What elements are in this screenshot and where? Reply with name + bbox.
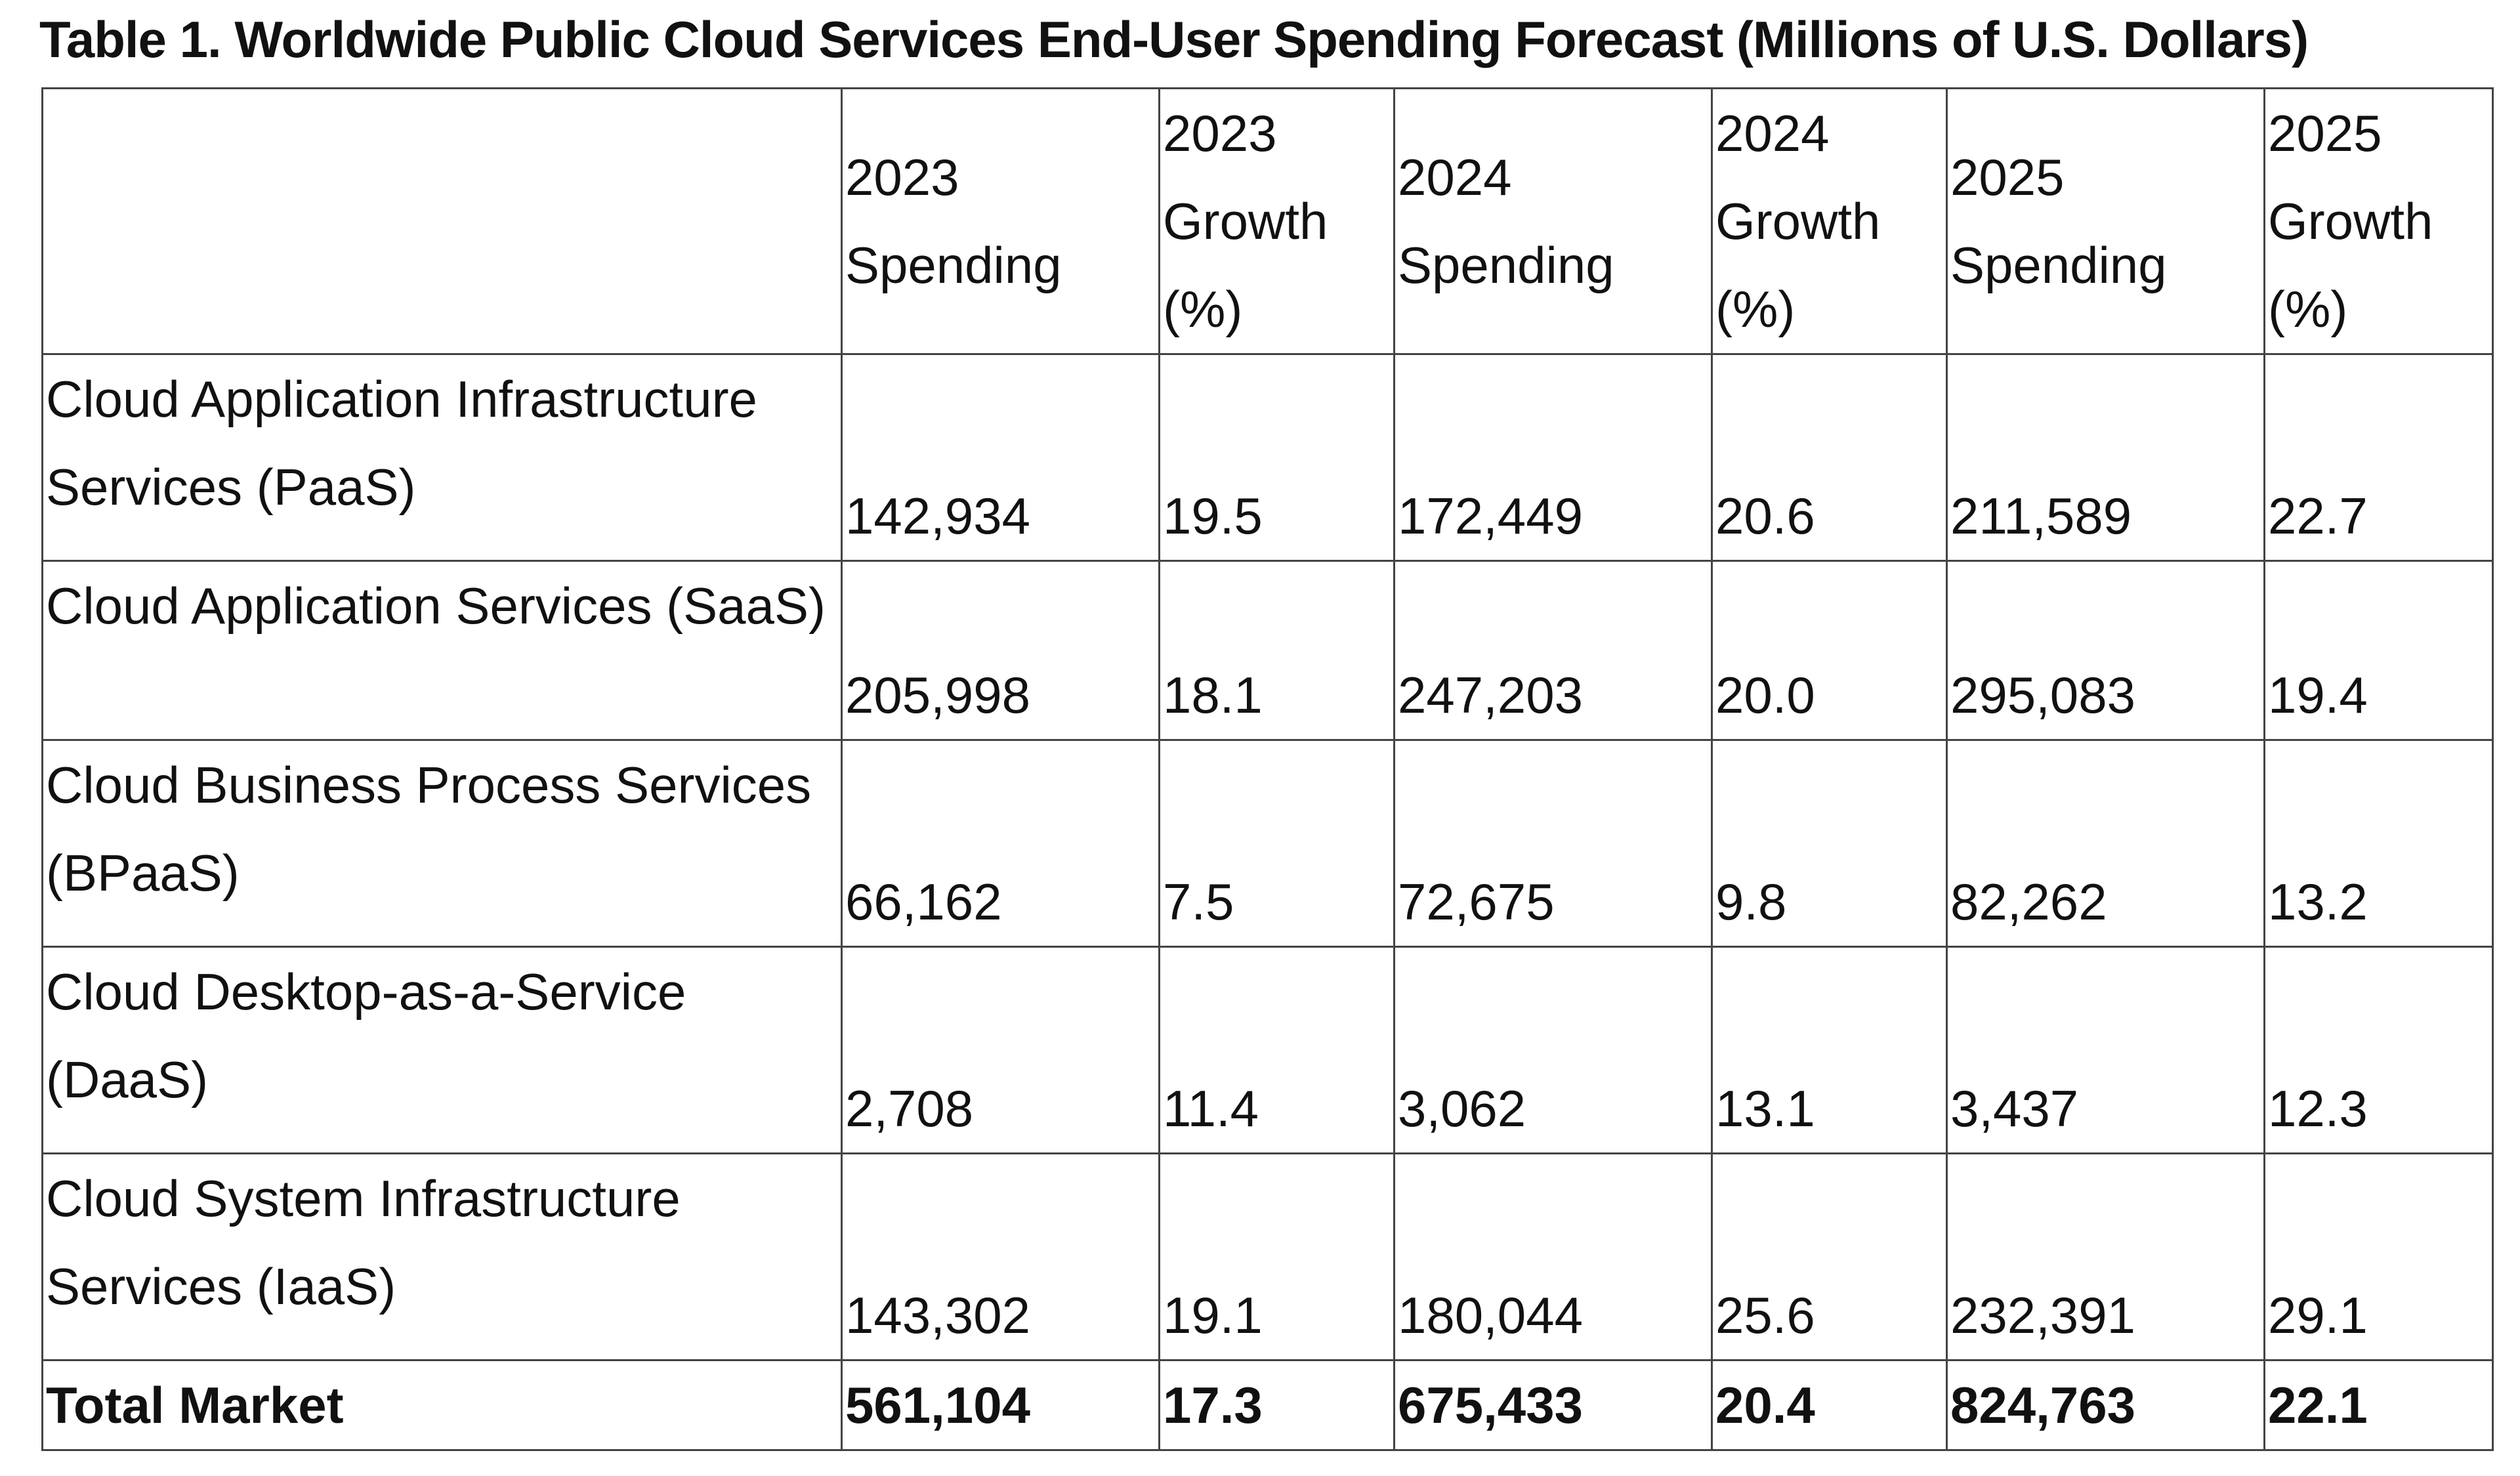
table-row: Cloud Application Services (SaaS) 205,99… <box>41 560 2494 741</box>
cell-2025-growth: 13.2 <box>2263 739 2494 948</box>
cell-2025-spending: 82,262 <box>1946 739 2265 948</box>
cell-2024-spending: 180,044 <box>1393 1152 1713 1361</box>
header-cell-corner <box>41 87 843 355</box>
cell-2025-growth: 19.4 <box>2263 560 2494 741</box>
cell-2023-growth: 11.4 <box>1158 946 1395 1154</box>
header-text: 2023 Spending <box>845 148 1062 294</box>
cell-2023-growth: 7.5 <box>1158 739 1395 948</box>
cell-2025-growth: 12.3 <box>2263 946 2494 1154</box>
total-2023-spending: 561,104 <box>841 1359 1160 1451</box>
table-row: Cloud Desktop-as-a-Service (DaaS) 2,708 … <box>41 946 2494 1154</box>
header-text: 2024 Growth (%) <box>1715 104 1881 338</box>
row-label: Cloud Application Infrastructure Service… <box>41 353 843 562</box>
cell-2023-spending: 205,998 <box>841 560 1160 741</box>
cell-2024-spending: 172,449 <box>1393 353 1713 562</box>
cell-2023-growth: 19.1 <box>1158 1152 1395 1361</box>
cell-2023-spending: 66,162 <box>841 739 1160 948</box>
cell-2024-growth: 9.8 <box>1711 739 1948 948</box>
header-cell-2024-spending: 2024 Spending <box>1393 87 1713 355</box>
header-cell-2025-growth: 2025 Growth (%) <box>2263 87 2494 355</box>
cell-2025-spending: 211,589 <box>1946 353 2265 562</box>
cell-2024-spending: 72,675 <box>1393 739 1713 948</box>
total-label: Total Market <box>41 1359 843 1451</box>
cell-2023-spending: 2,708 <box>841 946 1160 1154</box>
table-row: Cloud System Infrastructure Services (Ia… <box>41 1152 2494 1361</box>
cell-2025-growth: 29.1 <box>2263 1152 2494 1361</box>
table-row: Cloud Application Infrastructure Service… <box>41 353 2494 562</box>
row-label: Cloud Business Process Services (BPaaS) <box>41 739 843 948</box>
cell-2024-spending: 247,203 <box>1393 560 1713 741</box>
cell-2024-growth: 25.6 <box>1711 1152 1948 1361</box>
header-cell-2024-growth: 2024 Growth (%) <box>1711 87 1948 355</box>
cell-2025-spending: 3,437 <box>1946 946 2265 1154</box>
total-2025-spending: 824,763 <box>1946 1359 2265 1451</box>
cell-2025-growth: 22.7 <box>2263 353 2494 562</box>
cell-2024-growth: 20.6 <box>1711 353 1948 562</box>
cell-2023-spending: 142,934 <box>841 353 1160 562</box>
total-2024-growth: 20.4 <box>1711 1359 1948 1451</box>
table-title: Table 1. Worldwide Public Cloud Services… <box>39 11 2309 68</box>
cell-2024-spending: 3,062 <box>1393 946 1713 1154</box>
header-cell-2023-spending: 2023 Spending <box>841 87 1160 355</box>
header-cell-2025-spending: 2025 Spending <box>1946 87 2265 355</box>
header-text: 2024 Spending <box>1398 148 1614 294</box>
cell-2024-growth: 13.1 <box>1711 946 1948 1154</box>
total-2023-growth: 17.3 <box>1158 1359 1395 1451</box>
row-label: Cloud Desktop-as-a-Service (DaaS) <box>41 946 843 1154</box>
cell-2023-spending: 143,302 <box>841 1152 1160 1361</box>
cell-2025-spending: 295,083 <box>1946 560 2265 741</box>
cell-2025-spending: 232,391 <box>1946 1152 2265 1361</box>
cell-2023-growth: 19.5 <box>1158 353 1395 562</box>
total-2024-spending: 675,433 <box>1393 1359 1713 1451</box>
table-row: Cloud Business Process Services (BPaaS) … <box>41 739 2494 948</box>
row-label: Cloud Application Services (SaaS) <box>41 560 843 741</box>
total-2025-growth: 22.1 <box>2263 1359 2494 1451</box>
row-label: Cloud System Infrastructure Services (Ia… <box>41 1152 843 1361</box>
cell-2023-growth: 18.1 <box>1158 560 1395 741</box>
spending-forecast-table: 2023 Spending 2023 Growth (%) 2024 Spend… <box>41 87 2494 1451</box>
total-row: Total Market 561,104 17.3 675,433 20.4 8… <box>41 1359 2494 1451</box>
header-text: 2023 Growth (%) <box>1163 104 1328 338</box>
cell-2024-growth: 20.0 <box>1711 560 1948 741</box>
header-text: 2025 Growth (%) <box>2268 104 2433 338</box>
header-row: 2023 Spending 2023 Growth (%) 2024 Spend… <box>41 87 2494 355</box>
header-cell-2023-growth: 2023 Growth (%) <box>1158 87 1395 355</box>
header-text: 2025 Spending <box>1950 148 2167 294</box>
